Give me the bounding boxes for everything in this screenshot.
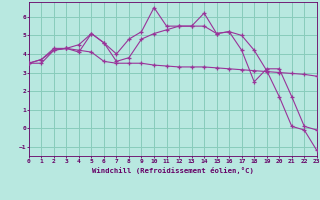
X-axis label: Windchill (Refroidissement éolien,°C): Windchill (Refroidissement éolien,°C) bbox=[92, 167, 254, 174]
